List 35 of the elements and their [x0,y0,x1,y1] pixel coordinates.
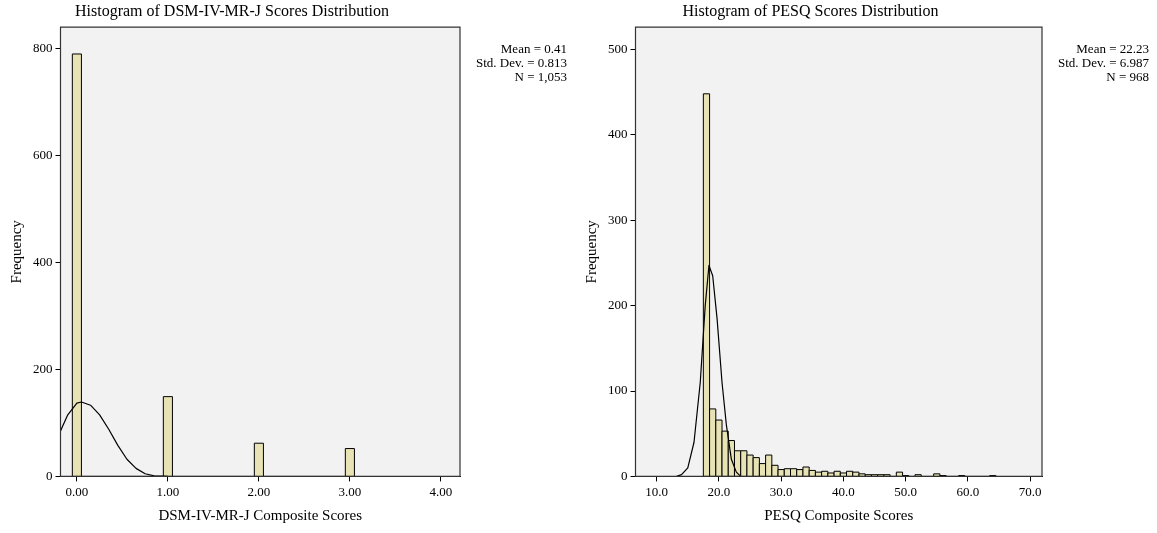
y-tick-label: 500 [608,40,628,56]
y-tick-label: 200 [608,297,628,313]
text: Std. Dev. = 0.813 [476,55,567,71]
y-tick-label: 100 [608,382,628,398]
x-tick-label: 50.0 [894,483,918,499]
x-axis-title: DSM-IV-MR-J Composite Scores [158,506,363,523]
text: Mean = 22.23 [1076,41,1149,57]
x-tick-label: 20.0 [707,483,731,499]
text: Mean = 0.41 [500,41,567,57]
x-tick-label: 3.00 [338,483,362,499]
x-tick-label: 10.0 [645,483,669,499]
y-tick-label: 400 [608,126,628,142]
y-tick-label: 200 [33,360,53,376]
y-tick-label: 800 [33,39,53,55]
y-tick-label: 0 [621,467,628,483]
x-tick-label: 2.00 [247,483,271,499]
x-tick-label: 30.0 [769,483,793,499]
chart-title: Histogram of DSM-IV-MR-J Scores Distribution [74,1,390,20]
text: N = 1,053 [514,69,567,85]
text: N = 968 [1106,69,1149,85]
text: Std. Dev. = 6.987 [1058,55,1150,71]
y-tick-label: 400 [33,253,53,269]
y-axis-title: Frequency [7,219,24,284]
y-axis-title: Frequency [582,219,599,284]
x-tick-label: 40.0 [832,483,855,499]
y-tick-label: 300 [608,211,628,227]
x-tick-label: 4.00 [429,483,453,499]
x-axis-title: PESQ Composite Scores [764,506,914,523]
y-tick-label: 0 [46,467,53,483]
x-tick-label: 70.0 [1018,483,1042,499]
x-tick-label: 1.00 [156,483,180,499]
y-tick-label: 600 [33,146,53,162]
x-tick-label: 0.00 [65,483,89,499]
x-tick-label: 60.0 [956,483,980,499]
chart-title: Histogram of PESQ Scores Distribution [682,1,939,20]
